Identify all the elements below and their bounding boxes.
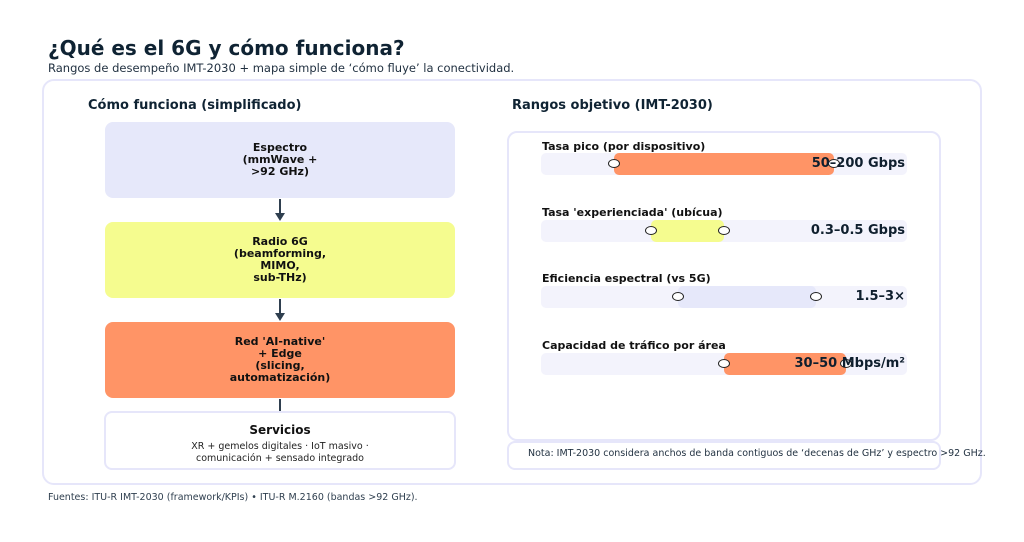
page-subtitle: Rangos de desempeño IMT-2030 + mapa simp… bbox=[48, 61, 515, 75]
page-title: ¿Qué es el 6G y cómo funciona? bbox=[48, 36, 405, 60]
metrics-section-title: Rangos objetivo (IMT-2030) bbox=[512, 98, 713, 113]
main-panel bbox=[42, 79, 982, 485]
metric-value-spectral-efficiency: 1.5–3× bbox=[855, 289, 905, 304]
metric-value-experienced-rate: 0.3–0.5 Gbps bbox=[810, 223, 905, 238]
metric-marker-start bbox=[608, 159, 620, 168]
flow-arrow-2 bbox=[275, 299, 285, 321]
metric-marker-end bbox=[810, 292, 822, 301]
metric-range-experienced-rate bbox=[651, 220, 724, 242]
flow-step-spectrum: Espectro (mmWave + >92 GHz) bbox=[105, 122, 455, 198]
metric-marker-end bbox=[718, 226, 730, 235]
note-text: Nota: IMT-2030 considera anchos de banda… bbox=[528, 448, 986, 459]
flow-connector bbox=[279, 399, 281, 411]
metric-label-spectral-efficiency: Eficiencia espectral (vs 5G) bbox=[542, 272, 711, 285]
metric-track-peak-rate: 50–200 Gbps bbox=[541, 153, 907, 175]
metric-marker-end bbox=[828, 159, 840, 168]
flow-step-network: Red 'AI-native' + Edge (slicing, automat… bbox=[105, 322, 455, 398]
services-box: Servicios XR + gemelos digitales · IoT m… bbox=[104, 411, 456, 470]
flow-section-title: Cómo funciona (simplificado) bbox=[88, 98, 302, 113]
metric-label-area-traffic: Capacidad de tráfico por área bbox=[542, 339, 726, 352]
flow-arrow-1 bbox=[275, 199, 285, 221]
metric-track-area-traffic: 30–50 Mbps/m² bbox=[541, 353, 907, 375]
flow-step-network-label: Red 'AI-native' + Edge (slicing, automat… bbox=[229, 335, 331, 384]
flow-step-radio-label: Radio 6G (beamforming, MIMO, sub-THz) bbox=[233, 235, 327, 284]
note-box bbox=[507, 441, 941, 470]
metric-value-area-traffic: 30–50 Mbps/m² bbox=[794, 356, 905, 371]
sources-footer: Fuentes: ITU-R IMT-2030 (framework/KPIs)… bbox=[48, 492, 418, 503]
metric-range-peak-rate bbox=[614, 153, 834, 175]
metric-track-spectral-efficiency: 1.5–3× bbox=[541, 286, 907, 308]
metric-marker-start bbox=[672, 292, 684, 301]
metric-marker-end bbox=[840, 359, 852, 368]
metric-label-peak-rate: Tasa pico (por dispositivo) bbox=[542, 140, 706, 153]
metric-label-experienced-rate: Tasa 'experienciada' (ubícua) bbox=[542, 206, 723, 219]
metric-range-area-traffic bbox=[724, 353, 846, 375]
services-description: XR + gemelos digitales · IoT masivo · co… bbox=[191, 441, 369, 464]
flow-step-radio: Radio 6G (beamforming, MIMO, sub-THz) bbox=[105, 222, 455, 298]
metric-track-experienced-rate: 0.3–0.5 Gbps bbox=[541, 220, 907, 242]
metric-value-peak-rate: 50–200 Gbps bbox=[811, 156, 905, 171]
metrics-panel bbox=[507, 131, 941, 441]
metric-range-spectral-efficiency bbox=[678, 286, 816, 308]
flow-step-spectrum-label: Espectro (mmWave + >92 GHz) bbox=[242, 141, 318, 178]
metric-marker-start bbox=[718, 359, 730, 368]
metric-marker-start bbox=[645, 226, 657, 235]
services-title: Servicios bbox=[249, 423, 311, 437]
